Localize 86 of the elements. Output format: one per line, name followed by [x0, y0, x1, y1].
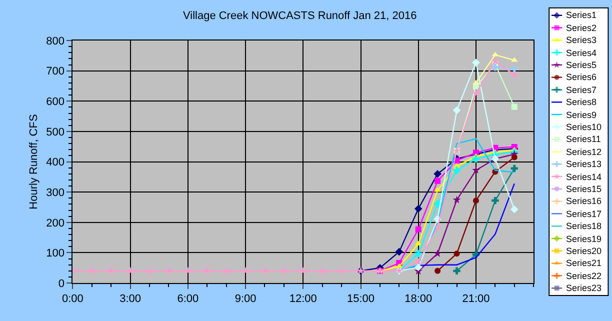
point — [299, 266, 308, 274]
legend-label: Series16 — [566, 196, 602, 206]
y-tick-label: 100 — [46, 248, 64, 260]
legend-label: Series7 — [566, 85, 597, 95]
chart-title: Village Creek NOWCASTS Runoff Jan 21, 2016 — [182, 10, 417, 22]
point — [242, 266, 250, 274]
point — [492, 196, 499, 204]
legend-label: Series3 — [566, 35, 597, 45]
x-tick-label: 12:00 — [289, 293, 317, 306]
point — [203, 266, 212, 274]
legend-label: Series21 — [566, 258, 602, 268]
point — [510, 70, 518, 78]
point — [472, 80, 480, 84]
legend-label: Series18 — [566, 221, 602, 231]
point — [414, 257, 422, 265]
point — [395, 248, 404, 256]
point — [126, 266, 134, 274]
legend-label: Series23 — [566, 283, 602, 293]
y-tick-label: 200 — [46, 217, 64, 230]
point — [472, 58, 480, 67]
point — [184, 266, 192, 274]
legend-label: Series15 — [566, 184, 602, 194]
point — [107, 266, 116, 274]
legend-label: Series12 — [566, 147, 602, 157]
x-tick-label: 15:00 — [346, 293, 375, 306]
point — [414, 250, 422, 258]
point — [414, 204, 422, 213]
point — [434, 249, 442, 258]
y-tick-label: 500 — [46, 126, 64, 138]
legend-label: Series11 — [566, 134, 601, 144]
point — [222, 266, 230, 274]
point — [318, 266, 326, 274]
legend-label: Series1 — [566, 10, 597, 20]
point — [338, 266, 346, 274]
legend-label: Series10 — [566, 122, 602, 132]
point — [472, 198, 479, 204]
x-tick-label: 21:00 — [462, 293, 490, 306]
point — [415, 226, 422, 232]
legend-label: Series13 — [566, 159, 602, 169]
y-tick-label: 0 — [58, 278, 64, 290]
legend-label: Series17 — [566, 209, 602, 219]
y-tick-label: 400 — [46, 156, 64, 169]
y-axis-title: Hourly Runoff, CFS — [28, 114, 40, 210]
y-tick-label: 700 — [46, 66, 64, 78]
point — [491, 56, 500, 65]
point — [492, 64, 499, 71]
point — [434, 178, 441, 184]
point — [511, 154, 518, 160]
x-tick-label: 18:00 — [404, 293, 432, 306]
legend-label: Series6 — [566, 72, 597, 82]
y-tick-label: 300 — [46, 186, 64, 199]
point — [454, 250, 460, 257]
point — [511, 104, 518, 110]
y-tick-label: 800 — [46, 35, 64, 48]
legend-label: Series5 — [566, 60, 597, 70]
point — [434, 170, 442, 178]
legend-label: Series14 — [566, 172, 602, 182]
y-tick-label: 600 — [46, 96, 64, 108]
legend-label: Series9 — [566, 110, 597, 120]
point — [452, 196, 461, 204]
legend-label: Series22 — [566, 271, 602, 281]
point — [414, 263, 422, 272]
point — [453, 166, 460, 174]
point — [472, 166, 480, 174]
point — [434, 223, 442, 231]
point — [280, 266, 288, 274]
point — [452, 106, 461, 114]
legend-label: Series2 — [566, 23, 597, 33]
legend-label: Series8 — [566, 97, 597, 107]
x-tick-label: 0:00 — [62, 293, 84, 306]
point — [260, 266, 269, 274]
point — [88, 266, 96, 274]
x-tick-label: 9:00 — [234, 293, 256, 306]
legend-label: Series4 — [566, 48, 597, 58]
x-tick-label: 3:00 — [120, 293, 142, 306]
legend-label: Series19 — [566, 234, 602, 244]
point — [510, 205, 518, 214]
point — [510, 164, 518, 172]
point — [146, 266, 154, 274]
legend-label: Series20 — [566, 246, 602, 256]
point — [472, 155, 480, 162]
point — [164, 266, 173, 274]
point — [434, 268, 441, 274]
x-tick-label: 6:00 — [177, 293, 199, 306]
point — [472, 89, 480, 97]
point — [453, 267, 460, 274]
